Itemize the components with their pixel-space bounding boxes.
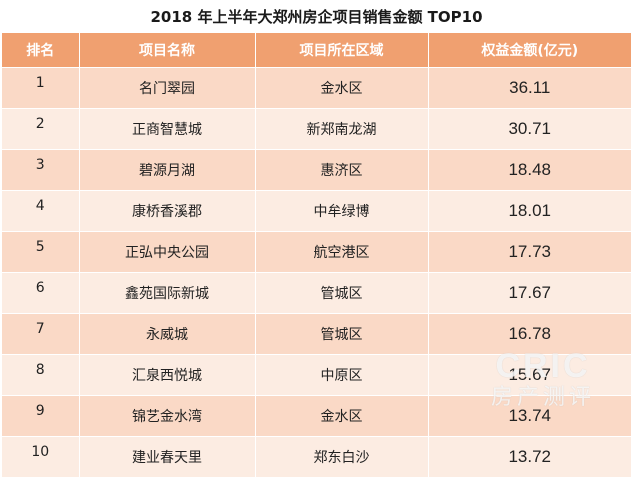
rank-cell: 2: [2, 109, 79, 150]
project-name-cell: 建业春天里: [79, 437, 255, 477]
rank-cell: 1: [2, 68, 79, 109]
project-name-cell: 名门翠园: [79, 68, 255, 109]
project-name-cell: 锦艺金水湾: [79, 396, 255, 437]
region-cell: 惠济区: [255, 150, 428, 191]
region-cell: 郑东白沙: [255, 437, 428, 477]
header-rank: 排名: [2, 33, 79, 68]
region-cell: 管城区: [255, 314, 428, 355]
region-cell: 中原区: [255, 355, 428, 396]
region-cell: 管城区: [255, 273, 428, 314]
rank-cell: 10: [2, 437, 79, 477]
rank-cell: 6: [2, 273, 79, 314]
project-name-cell: 正弘中央公园: [79, 232, 255, 273]
project-name-cell: 汇泉西悦城: [79, 355, 255, 396]
region-cell: 金水区: [255, 68, 428, 109]
header-project-name: 项目名称: [79, 33, 255, 68]
header-amount: 权益金额(亿元): [428, 33, 631, 68]
project-name-cell: 鑫苑国际新城: [79, 273, 255, 314]
region-cell: 金水区: [255, 396, 428, 437]
project-name-cell: 康桥香溪郡: [79, 191, 255, 232]
rank-cell: 7: [2, 314, 79, 355]
rank-cell: 8: [2, 355, 79, 396]
amount-cell: 16.78: [428, 314, 631, 355]
table-title: 2018 年上半年大郑州房企项目销售金额 TOP10: [0, 0, 633, 32]
header-row: 排名 项目名称 项目所在区域 权益金额(亿元): [2, 33, 631, 68]
amount-cell: 18.01: [428, 191, 631, 232]
amount-cell: 17.73: [428, 232, 631, 273]
amount-cell: 30.71: [428, 109, 631, 150]
region-cell: 中牟绿博: [255, 191, 428, 232]
amount-cell: 17.67: [428, 273, 631, 314]
region-cell: 航空港区: [255, 232, 428, 273]
rank-cell: 4: [2, 191, 79, 232]
header-region: 项目所在区域: [255, 33, 428, 68]
project-name-cell: 正商智慧城: [79, 109, 255, 150]
region-cell: 新郑南龙湖: [255, 109, 428, 150]
amount-cell: 36.11: [428, 68, 631, 109]
amount-cell: 15.67: [428, 355, 631, 396]
amount-cell: 18.48: [428, 150, 631, 191]
amount-cell: 13.74: [428, 396, 631, 437]
amount-cell: 13.72: [428, 437, 631, 477]
rank-cell: 5: [2, 232, 79, 273]
project-name-cell: 碧源月湖: [79, 150, 255, 191]
rank-cell: 3: [2, 150, 79, 191]
project-name-cell: 永威城: [79, 314, 255, 355]
rank-cell: 9: [2, 396, 79, 437]
